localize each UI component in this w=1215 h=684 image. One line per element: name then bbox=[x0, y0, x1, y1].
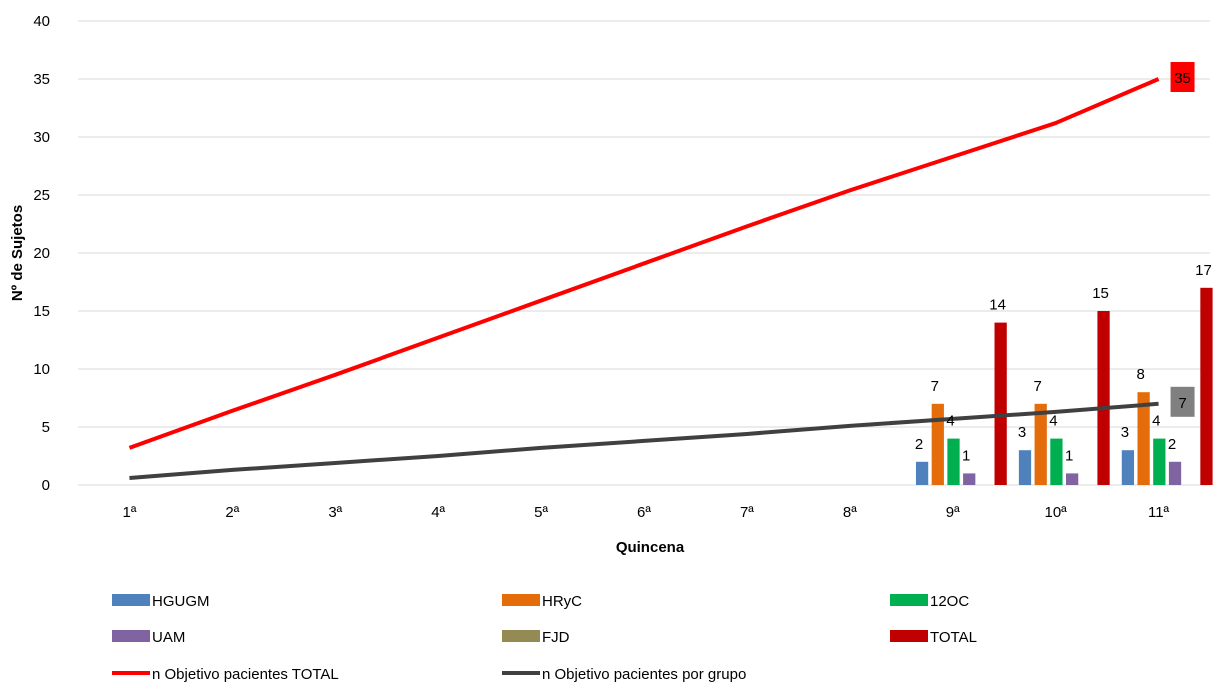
y-tick-label: 40 bbox=[33, 13, 50, 30]
legend-item-n-objetivo-pacientes-total: n Objetivo pacientes TOTAL bbox=[112, 666, 339, 683]
legend-label: n Objetivo pacientes TOTAL bbox=[152, 666, 339, 683]
legend-item-12oc: 12OC bbox=[890, 593, 969, 610]
bar-uam bbox=[1066, 473, 1079, 485]
x-tick-label: 7ª bbox=[740, 504, 754, 521]
data-label-hgugm: 2 bbox=[915, 436, 923, 453]
legend-label: n Objetivo pacientes por grupo bbox=[542, 666, 746, 683]
data-label-total: 15 bbox=[1092, 285, 1109, 302]
data-label-12oc: 4 bbox=[1152, 413, 1160, 430]
y-tick-label: 35 bbox=[33, 71, 50, 88]
bar-hryc bbox=[931, 403, 944, 485]
data-label-total: 14 bbox=[989, 297, 1006, 314]
data-label-hgugm: 3 bbox=[1018, 424, 1026, 441]
gridlines bbox=[78, 20, 1210, 486]
y-tick-labels: 0 5 10 15 20 25 30 35 40 bbox=[33, 13, 50, 494]
legend-item-n-objetivo-pacientes-por-grupo: n Objetivo pacientes por grupo bbox=[502, 666, 746, 683]
bar-marks bbox=[915, 287, 1213, 485]
x-tick-label: 5ª bbox=[534, 504, 548, 521]
bar-hgugm bbox=[1121, 450, 1135, 485]
legend-swatch bbox=[890, 594, 928, 606]
line-marks bbox=[128, 77, 1160, 481]
data-label-hryc: 8 bbox=[1136, 366, 1144, 383]
bar-uam bbox=[1168, 461, 1182, 485]
line-n-objetivo-pacientes-total bbox=[128, 77, 1160, 450]
bar-total bbox=[1097, 311, 1110, 485]
legend-label: 12OC bbox=[930, 593, 969, 610]
legend-item-uam: UAM bbox=[112, 629, 185, 646]
bar-uam bbox=[963, 473, 976, 485]
data-label-uam: 2 bbox=[1168, 436, 1176, 453]
legend-swatch bbox=[502, 594, 540, 606]
legend-item-fjd: FJD bbox=[502, 629, 570, 646]
data-label-hryc: 7 bbox=[1034, 378, 1042, 395]
y-tick-label: 5 bbox=[42, 419, 50, 436]
x-tick-label: 2ª bbox=[225, 504, 239, 521]
bar-hryc bbox=[1034, 403, 1047, 485]
bar-total bbox=[994, 322, 1007, 485]
x-tick-label: 8ª bbox=[843, 504, 857, 521]
bar-12oc bbox=[1050, 438, 1063, 485]
legend-label: FJD bbox=[542, 629, 570, 646]
bar-total bbox=[1200, 287, 1213, 485]
legend-label: TOTAL bbox=[930, 629, 977, 646]
bar-hgugm bbox=[1018, 450, 1032, 485]
data-label-uam: 1 bbox=[962, 447, 970, 464]
legend-swatch bbox=[890, 630, 928, 642]
legend-item-hgugm: HGUGM bbox=[112, 593, 210, 610]
legend-swatch bbox=[112, 630, 150, 642]
x-tick-label: 4ª bbox=[431, 504, 445, 521]
x-tick-labels: 1ª 2ª 3ª 4ª 5ª 6ª 7ª 8ª 9ª 10ª 11ª bbox=[123, 504, 1170, 521]
x-tick-label: 9ª bbox=[946, 504, 960, 521]
y-tick-label: 25 bbox=[33, 187, 50, 204]
legend-label: UAM bbox=[152, 629, 185, 646]
data-label-12oc: 4 bbox=[1049, 413, 1057, 430]
data-label-total: 17 bbox=[1195, 262, 1212, 279]
x-tick-label: 3ª bbox=[328, 504, 342, 521]
legend-item-hryc: HRyC bbox=[502, 593, 582, 610]
end-label-box-n-objetivo-pacientes-total bbox=[1170, 62, 1195, 92]
x-tick-label: 6ª bbox=[637, 504, 651, 521]
data-label-uam: 1 bbox=[1065, 447, 1073, 464]
bar-12oc bbox=[947, 438, 960, 485]
legend-label: HGUGM bbox=[152, 593, 210, 610]
end-label-box-n-objetivo-pacientes-por-grupo bbox=[1170, 386, 1195, 417]
bar-hryc bbox=[1137, 392, 1150, 485]
x-tick-label: 11ª bbox=[1148, 504, 1170, 521]
legend-label: HRyC bbox=[542, 593, 582, 610]
bar-hgugm bbox=[915, 461, 929, 485]
end-label-n-objetivo-pacientes-por-grupo: 7 bbox=[1178, 395, 1186, 412]
y-tick-label: 30 bbox=[33, 129, 50, 146]
data-label-hryc: 7 bbox=[931, 378, 939, 395]
data-label-hgugm: 3 bbox=[1121, 424, 1129, 441]
line-end-labels: 35 7 bbox=[1170, 62, 1195, 417]
y-tick-label: 15 bbox=[33, 303, 50, 320]
x-tick-label: 10ª bbox=[1045, 504, 1068, 521]
end-label-n-objetivo-pacientes-total: 35 bbox=[1174, 70, 1191, 87]
y-axis-title: Nº de Sujetos bbox=[9, 205, 26, 301]
legend-swatch bbox=[112, 594, 150, 606]
legend-item-total: TOTAL bbox=[890, 629, 977, 646]
y-tick-label: 10 bbox=[33, 361, 50, 378]
bar-12oc bbox=[1153, 438, 1166, 485]
legend-swatch bbox=[502, 630, 540, 642]
y-tick-label: 0 bbox=[42, 477, 50, 494]
data-label-12oc: 4 bbox=[946, 413, 954, 430]
legend: HGUGM HRyC 12OC UAM FJD TOTAL n Objetivo pacie… bbox=[112, 593, 977, 683]
y-tick-label: 20 bbox=[33, 245, 50, 262]
x-tick-label: 1ª bbox=[123, 504, 137, 521]
line-n-objetivo-pacientes-por-grupo bbox=[129, 401, 1159, 481]
x-axis-title: Quincena bbox=[616, 539, 685, 556]
